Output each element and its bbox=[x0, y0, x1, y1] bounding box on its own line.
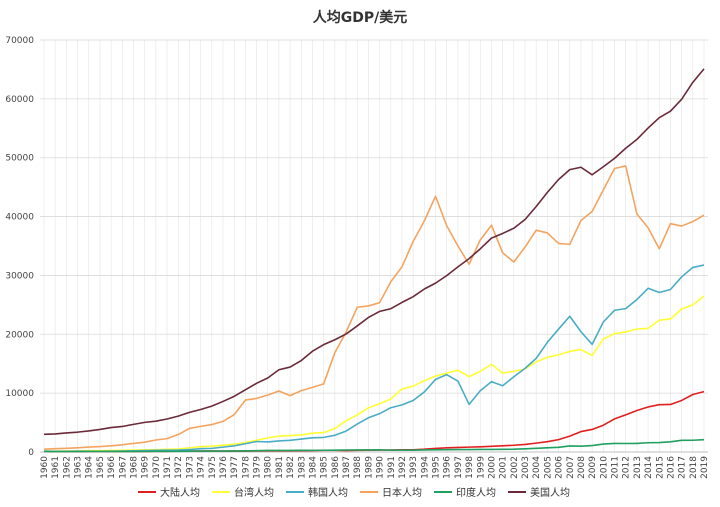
x-tick-label: 1970 bbox=[152, 456, 162, 479]
x-tick-label: 1974 bbox=[197, 456, 207, 479]
legend: 大陆人均 台湾人均 韩国人均 日本人均 印度人均 美国人均 bbox=[138, 486, 570, 499]
x-tick-label: 1971 bbox=[163, 456, 173, 479]
x-tick-label: 1972 bbox=[174, 456, 184, 479]
x-tick-label: 2014 bbox=[644, 456, 654, 479]
x-tick-label: 2009 bbox=[588, 456, 598, 479]
legend-label: 大陆人均 bbox=[160, 486, 200, 499]
x-tick-label: 1981 bbox=[275, 456, 285, 479]
series-line bbox=[43, 68, 705, 436]
y-tick-label: 20000 bbox=[5, 330, 34, 340]
x-tick-label: 1962 bbox=[62, 456, 72, 479]
x-tick-label: 1998 bbox=[465, 456, 475, 479]
x-tick-label: 1961 bbox=[51, 456, 61, 479]
x-tick-label: 1991 bbox=[387, 456, 397, 479]
x-tick-label: 1996 bbox=[443, 456, 453, 479]
legend-label: 日本人均 bbox=[382, 486, 422, 499]
x-tick-label: 1969 bbox=[141, 456, 151, 479]
x-tick-label: 2017 bbox=[678, 456, 688, 479]
x-tick-label: 1990 bbox=[376, 456, 386, 479]
x-tick-label: 2015 bbox=[655, 456, 665, 479]
axes: 0 10000 20000 30000 40000 50000 60000 70000 1960… bbox=[5, 36, 710, 479]
legend-label: 韩国人均 bbox=[308, 486, 348, 499]
x-tick-label: 2006 bbox=[555, 456, 565, 479]
x-tick-label: 1992 bbox=[398, 456, 408, 479]
legend-label: 美国人均 bbox=[530, 486, 570, 499]
x-tick-label: 1967 bbox=[118, 456, 128, 479]
x-tick-label: 2004 bbox=[532, 456, 542, 479]
x-tick-label: 2012 bbox=[622, 456, 632, 479]
legend-label: 印度人均 bbox=[456, 486, 496, 499]
x-tick-label: 2013 bbox=[633, 456, 643, 479]
y-tick-label: 10000 bbox=[5, 389, 34, 399]
x-tick-label: 1985 bbox=[320, 456, 330, 479]
x-tick-label: 1965 bbox=[96, 456, 106, 479]
x-tick-label: 1978 bbox=[241, 456, 251, 479]
x-tick-label: 1994 bbox=[420, 456, 430, 479]
x-tick-label: 1973 bbox=[185, 456, 195, 479]
legend-label: 台湾人均 bbox=[234, 486, 274, 499]
x-tick-label: 1986 bbox=[331, 456, 341, 479]
x-tick-label: 2007 bbox=[566, 456, 576, 479]
series-lines bbox=[43, 68, 705, 453]
x-tick-label: 1999 bbox=[476, 456, 486, 479]
x-tick-label: 1995 bbox=[432, 456, 442, 479]
x-tick-label: 1964 bbox=[85, 456, 95, 479]
y-tick-label: 60000 bbox=[5, 95, 34, 105]
x-tick-label: 2005 bbox=[543, 456, 553, 479]
x-tick-label: 1987 bbox=[342, 456, 352, 479]
x-tick-label: 1980 bbox=[264, 456, 274, 479]
x-tick-label: 1989 bbox=[364, 456, 374, 479]
x-tick-label: 1963 bbox=[74, 456, 84, 479]
x-tick-label: 1983 bbox=[297, 456, 307, 479]
y-tick-label: 40000 bbox=[5, 213, 34, 223]
x-tick-label: 2003 bbox=[521, 456, 531, 479]
x-tick-label: 1966 bbox=[107, 456, 117, 479]
x-tick-label: 2016 bbox=[666, 456, 676, 479]
x-tick-label: 2019 bbox=[700, 456, 710, 479]
x-tick-label: 1960 bbox=[40, 456, 50, 479]
series-line bbox=[43, 438, 705, 453]
y-tick-label: 30000 bbox=[5, 271, 34, 281]
x-tick-label: 2018 bbox=[689, 456, 699, 479]
x-tick-label: 1976 bbox=[219, 456, 229, 479]
x-tick-label: 1997 bbox=[454, 456, 464, 479]
series-line bbox=[43, 264, 705, 453]
x-tick-label: 1968 bbox=[129, 456, 139, 479]
x-tick-label: 2001 bbox=[499, 456, 509, 479]
x-tick-label: 1988 bbox=[353, 456, 363, 479]
x-tick-label: 2011 bbox=[611, 456, 621, 479]
grid bbox=[40, 39, 708, 453]
x-tick-label: 2010 bbox=[599, 456, 609, 479]
chart-title: 人均GDP/美元 bbox=[313, 9, 408, 26]
x-tick-label: 1993 bbox=[409, 456, 419, 479]
x-tick-label: 1984 bbox=[308, 456, 318, 479]
x-tick-label: 1977 bbox=[230, 456, 240, 479]
y-tick-label: 0 bbox=[28, 448, 34, 458]
x-tick-label: 2008 bbox=[577, 456, 587, 479]
x-tick-label: 1979 bbox=[253, 456, 263, 479]
y-tick-label: 70000 bbox=[5, 36, 34, 46]
series-line bbox=[43, 165, 705, 450]
y-tick-label: 50000 bbox=[5, 154, 34, 164]
x-tick-label: 2000 bbox=[487, 456, 497, 479]
x-tick-label: 1982 bbox=[286, 456, 296, 479]
x-tick-label: 1975 bbox=[208, 456, 218, 479]
x-tick-label: 2002 bbox=[510, 456, 520, 479]
